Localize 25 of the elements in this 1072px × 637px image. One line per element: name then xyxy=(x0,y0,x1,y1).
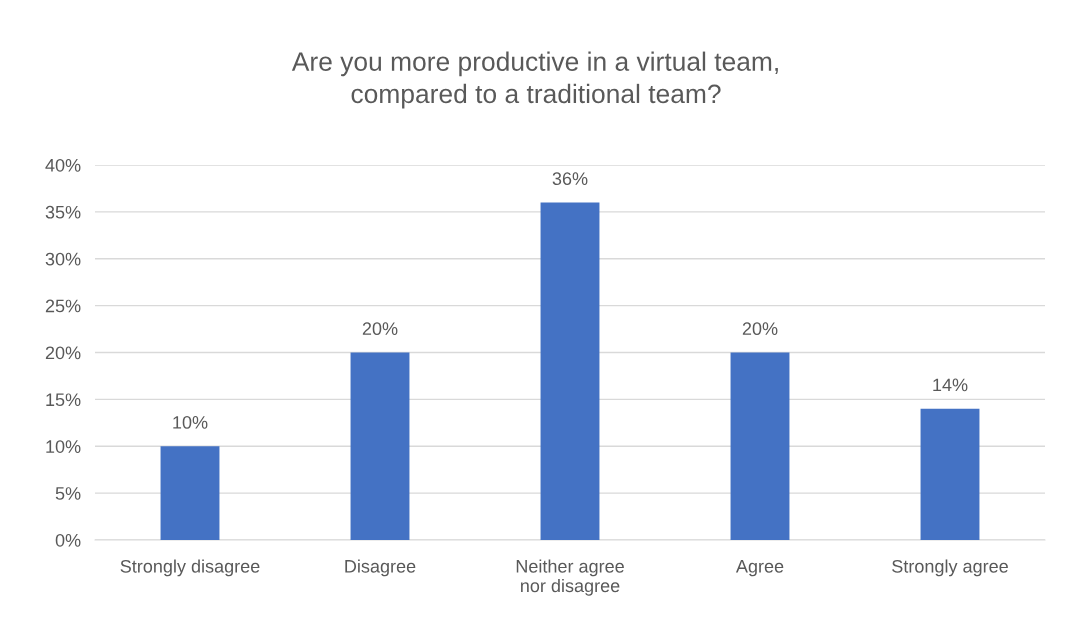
y-tick-label: 15% xyxy=(46,393,81,407)
bar xyxy=(920,408,980,540)
y-tick-label: 35% xyxy=(45,205,81,219)
bar xyxy=(350,352,410,540)
x-tick-label: Agree xyxy=(735,560,784,577)
data-label: 10% xyxy=(173,416,208,429)
x-tick-label: Strongly disagree xyxy=(120,559,260,577)
bar xyxy=(160,446,220,540)
bar xyxy=(730,352,790,540)
y-tick-label: 30% xyxy=(45,252,81,266)
y-tick-label: 20% xyxy=(45,346,81,360)
y-tick-label: 5% xyxy=(55,487,81,500)
chart-title: Are you more productive in a virtual team, compared to a traditional team? xyxy=(291,51,778,109)
data-label: 36% xyxy=(552,172,588,186)
x-tick-label: Neither agree nor disagree xyxy=(516,559,624,596)
y-tick-label: 0% xyxy=(55,533,81,547)
x-tick-label: Strongly agree xyxy=(892,559,1008,577)
y-tick-label: 25% xyxy=(45,299,81,313)
y-tick-label: 40% xyxy=(45,158,81,172)
bar xyxy=(540,202,600,540)
x-tick-label: Disagree xyxy=(345,559,416,577)
data-label: 14% xyxy=(933,378,968,392)
data-label: 20% xyxy=(742,322,778,336)
data-label: 20% xyxy=(362,322,398,336)
y-tick-label: 10% xyxy=(46,440,81,453)
